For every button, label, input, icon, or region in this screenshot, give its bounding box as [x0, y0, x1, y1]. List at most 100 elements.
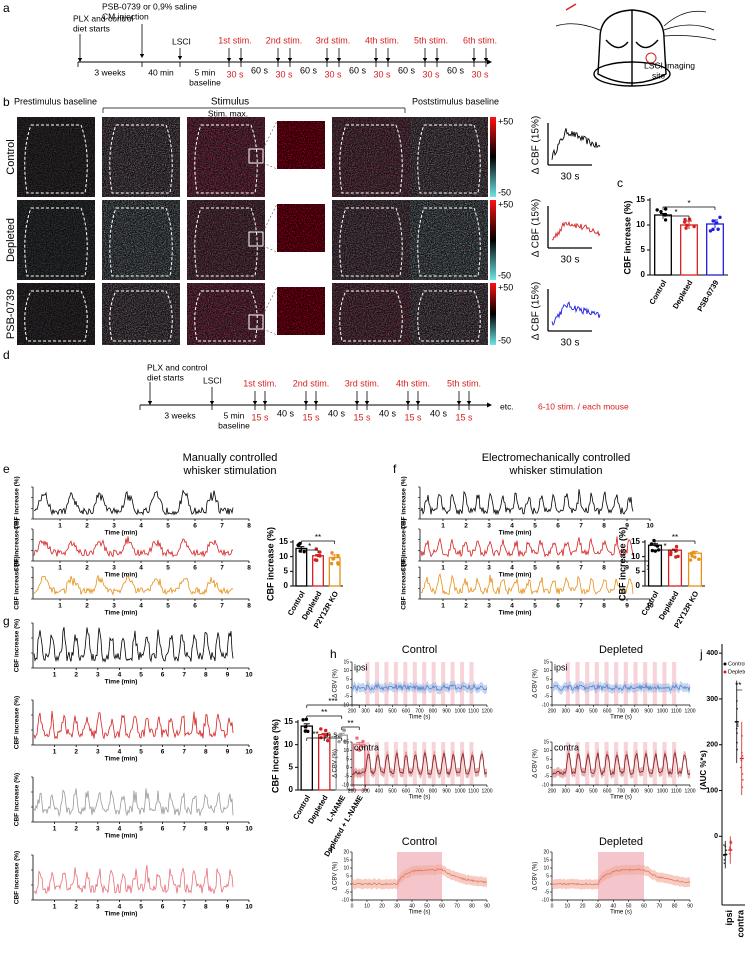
y-tick-label: 5: [641, 245, 646, 254]
y-tick-label: 15: [543, 739, 549, 745]
y-tick-label: 0: [636, 581, 641, 590]
y-tick-label: 300: [706, 696, 718, 703]
stim-duration: 15 s: [353, 412, 371, 422]
y-tick-label: 0: [284, 581, 289, 590]
data-dot: [330, 551, 334, 555]
y-tick-label: 15: [636, 195, 645, 204]
y-tick-label: 10: [631, 552, 640, 561]
x-tick-label: 1: [441, 603, 445, 610]
x-tick-label: 2: [74, 672, 78, 679]
x-tick-label: 8: [204, 672, 208, 679]
stim-duration: 15 s: [404, 412, 422, 422]
stim-window: [393, 742, 398, 785]
data-dot: [360, 744, 364, 749]
x-tick-label: 400: [575, 788, 584, 794]
x-tick-label: 80: [469, 903, 475, 909]
stim-window: [422, 662, 427, 705]
x-tick-label: 4: [118, 749, 122, 756]
x-tick-label: 4: [510, 523, 514, 530]
y-tick-label: 5: [346, 757, 349, 763]
data-dot: [716, 227, 720, 231]
x-tick-label: 6: [556, 523, 560, 530]
x-tick-label: 400: [575, 708, 584, 714]
y-tick-label: -5: [545, 774, 550, 780]
stim-label: 2nd stim.: [293, 378, 330, 388]
x-tick-label: 6: [193, 603, 197, 610]
panel-label: b: [3, 95, 10, 109]
row-label: Control: [5, 139, 17, 174]
axis-title: CBF increase (%): [270, 719, 280, 793]
stim-window: [431, 742, 436, 785]
x-tick-label: 4: [118, 826, 122, 833]
x-tick-label: 10: [245, 904, 253, 911]
x-tick-label: 6: [556, 603, 560, 610]
stim-duration: 15 s: [455, 412, 473, 422]
data-dot: [319, 735, 323, 740]
data-dot: [691, 550, 695, 555]
data-dot: [331, 557, 335, 561]
x-tick-label: 5: [533, 603, 537, 610]
x-tick-label: 300: [361, 788, 370, 794]
x-tick-label: 60: [641, 903, 647, 909]
stim-window: [374, 742, 379, 785]
cbf-trace: [33, 788, 234, 818]
label: -50: [498, 270, 511, 280]
axis-title: Time (min): [105, 530, 138, 537]
x-tick-label: 700: [617, 708, 626, 714]
x-tick-label: 900: [644, 788, 653, 794]
cbv-trace: [551, 868, 691, 886]
data-dot: [301, 718, 305, 722]
colorbar: [490, 283, 496, 345]
axis-title: CBF increase (%): [14, 696, 21, 749]
group-title: Depleted: [599, 836, 643, 848]
cbf-trace: [33, 574, 234, 596]
data-dot: [674, 555, 678, 559]
arrow-head: [303, 401, 309, 405]
y-tick-label: 0: [346, 881, 349, 887]
y-tick-label: 15: [543, 857, 549, 863]
significance-label: **: [672, 533, 678, 542]
cortex-outline: [194, 290, 258, 342]
data-dot: [650, 548, 655, 553]
axis-title: Time (min): [105, 911, 138, 918]
label: Poststimulus baseline: [412, 96, 499, 106]
x-tick-label: 1100: [468, 788, 479, 794]
interval: 40 s: [379, 408, 397, 418]
lsci-noise: [410, 117, 488, 197]
label: LSCI: [172, 36, 191, 46]
y-tick-label: 200: [706, 742, 718, 749]
x-tick-label: 4: [118, 904, 122, 911]
x-tick-label: 600: [402, 788, 411, 794]
axis-title: Time (s): [409, 715, 431, 721]
x-tick-label: 5: [166, 565, 170, 572]
data-dot: [674, 549, 679, 553]
axis-title: Time (min): [105, 610, 138, 617]
data-dot: [329, 561, 334, 566]
x-tick-label: 500: [589, 708, 598, 714]
side-label: ipsi: [354, 662, 368, 672]
x-tick-label: 20: [379, 903, 385, 909]
data-dot: [668, 552, 673, 557]
axis-title: CBF increase (%): [14, 518, 21, 571]
data-dot: [711, 219, 715, 223]
axis-title: CBF increase (%): [14, 556, 21, 609]
cbv-band: [552, 680, 690, 695]
x-tick-label: 1100: [468, 708, 479, 714]
stim-window: [469, 662, 474, 705]
lsci-noise: [187, 283, 265, 345]
x-tick-label: 7: [579, 603, 583, 610]
label: diet starts: [73, 23, 110, 33]
x-tick-label: 800: [429, 788, 438, 794]
stim-label: 5th stim.: [447, 378, 481, 388]
y-tick-label: 5: [284, 566, 289, 575]
bar: [300, 725, 313, 791]
x-tick-label: 1200: [684, 708, 695, 714]
stim-label: 6th stim.: [463, 35, 497, 45]
x-tick-label: 2: [74, 904, 78, 911]
axis-title: CBF increase (%): [617, 527, 627, 601]
lsci-noise: [410, 200, 488, 280]
zoom-connector: [262, 286, 278, 316]
x-tick-label: 10: [364, 903, 370, 909]
data-dot: [319, 727, 323, 731]
y-tick-label: 15: [279, 537, 288, 546]
